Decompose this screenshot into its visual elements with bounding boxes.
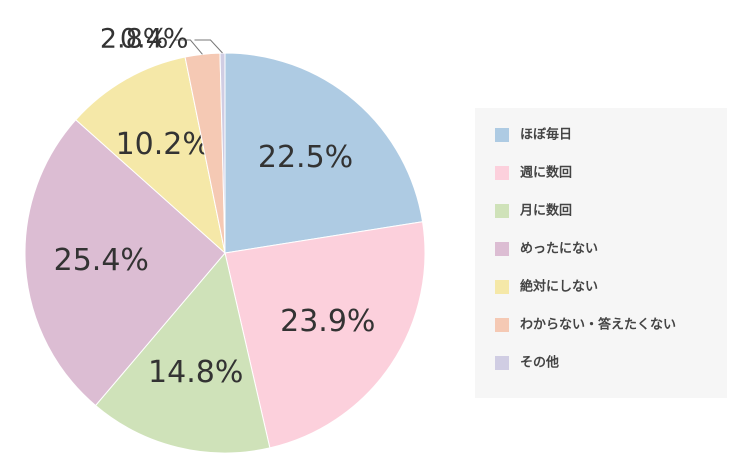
legend-swatch bbox=[495, 356, 509, 370]
data-label: 22.5% bbox=[258, 140, 353, 175]
legend-swatch bbox=[495, 166, 509, 180]
data-label: 14.8% bbox=[148, 355, 243, 390]
leader-line bbox=[194, 39, 223, 54]
data-label: 10.2% bbox=[116, 127, 211, 162]
data-label: 2.8% bbox=[100, 24, 169, 55]
pie-slice bbox=[224, 221, 426, 449]
legend-swatch bbox=[495, 318, 509, 332]
legend-label: 絶対にしない bbox=[519, 279, 598, 295]
legend-swatch bbox=[495, 204, 509, 218]
pie-slice bbox=[94, 251, 271, 454]
data-label: 23.9% bbox=[280, 304, 375, 339]
pie-slice bbox=[219, 52, 226, 254]
legend-label: ほぼ毎日 bbox=[520, 127, 572, 143]
pie-slice bbox=[75, 56, 226, 255]
legend-label: 週に数回 bbox=[520, 165, 572, 181]
data-label: 25.4% bbox=[54, 243, 149, 278]
legend-label: その他 bbox=[520, 355, 559, 371]
legend-label: わからない・答えたくない bbox=[520, 317, 676, 333]
legend-box bbox=[475, 108, 727, 398]
legend-label: めったにない bbox=[520, 242, 598, 257]
data-label: 0.4% bbox=[120, 24, 189, 55]
pie-slice bbox=[24, 119, 226, 407]
legend-swatch bbox=[495, 128, 509, 142]
leader-line bbox=[174, 39, 203, 55]
legend-swatch bbox=[495, 242, 509, 256]
pie-slice bbox=[224, 52, 424, 254]
legend-label: 月に数回 bbox=[519, 203, 572, 219]
legend-swatch bbox=[495, 280, 509, 294]
